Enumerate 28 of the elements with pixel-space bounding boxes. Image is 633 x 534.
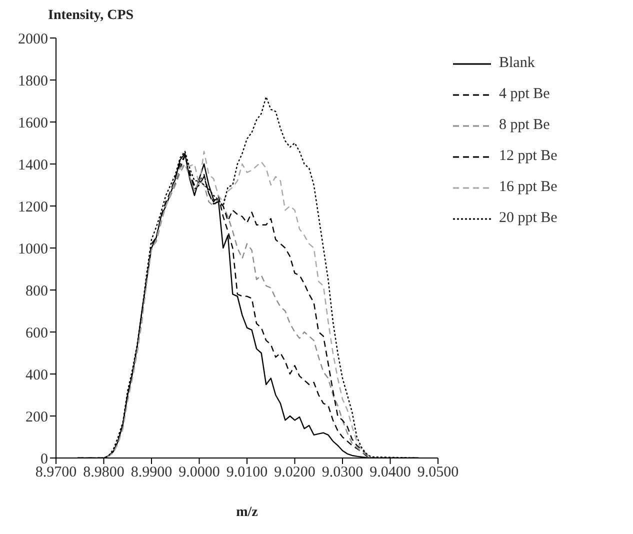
- y-tick-label: 1800: [18, 73, 48, 90]
- x-tick-label: 8.9800: [83, 464, 124, 481]
- x-axis-title: m/z: [236, 505, 258, 520]
- x-tick-label: 8.9700: [35, 464, 77, 481]
- y-tick-label: 1200: [18, 199, 48, 216]
- legend-label: 12 ppt Be: [499, 148, 558, 165]
- y-tick-label: 400: [26, 367, 48, 384]
- y-tick-label: 1400: [18, 157, 48, 174]
- y-tick-label: 2000: [18, 31, 48, 48]
- x-tick-label: 9.0400: [370, 464, 411, 481]
- legend-label: 16 ppt Be: [499, 179, 558, 196]
- y-tick-label: 1000: [18, 241, 48, 258]
- x-tick-label: 9.0500: [417, 464, 459, 481]
- y-tick-label: 0: [40, 451, 48, 468]
- legend-label: Blank: [499, 55, 535, 72]
- y-tick-label: 200: [26, 409, 48, 426]
- y-axis-title: Intensity, CPS: [48, 8, 134, 24]
- legend-label: 20 ppt Be: [499, 210, 558, 227]
- y-tick-label: 800: [26, 283, 48, 300]
- x-tick-label: 9.0200: [274, 464, 316, 481]
- x-tick-label: 9.0300: [322, 464, 364, 481]
- x-tick-label: 9.0100: [226, 464, 268, 481]
- y-tick-label: 1600: [18, 115, 48, 132]
- legend-label: 4 ppt Be: [499, 86, 550, 103]
- legend-label: 8 ppt Be: [499, 117, 550, 134]
- x-tick-label: 8.9900: [130, 464, 172, 481]
- x-tick-label: 9.0000: [178, 464, 220, 481]
- y-tick-label: 600: [26, 325, 48, 342]
